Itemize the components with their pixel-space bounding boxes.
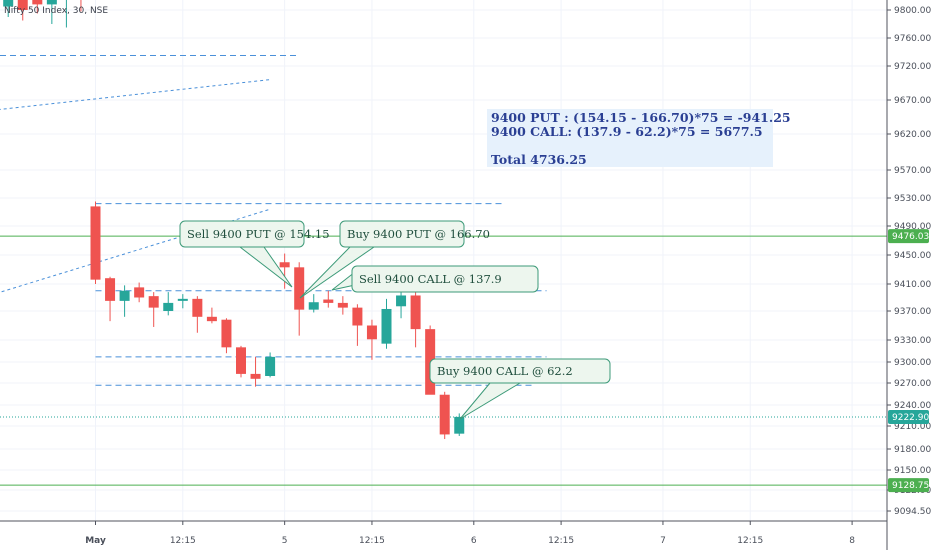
candle-body[interactable] [221,319,232,348]
time-tick-label: 8 [849,536,855,546]
candle-body[interactable] [90,206,101,280]
candle-body[interactable] [439,394,450,435]
candle-body[interactable] [323,299,334,303]
callout-box[interactable] [351,265,539,293]
trend-line[interactable] [0,208,271,307]
chart-title: Nifty 50 Index, 30, NSE [4,6,108,16]
time-tick-label: 6 [471,536,477,546]
price-badge[interactable] [888,478,929,493]
time-tick-label: 12:15 [737,536,763,546]
price-tick-label: 9180.00 [894,445,931,455]
pnl-note: 9400 PUT : (154.15 - 166.70)*75 = -941.2… [487,109,791,167]
candle-body[interactable] [410,295,421,330]
candle-body[interactable] [294,267,305,310]
trend-lines [0,79,271,307]
callout-tail [459,382,521,420]
price-tick-label: 9410.00 [894,280,931,290]
candle-body[interactable] [163,302,174,311]
callout-label: Buy 9400 CALL @ 62.2 [437,364,573,378]
price-tick-label: 9094.50 [894,507,931,517]
price-tick-label: 9300.00 [894,358,931,368]
price-tick-label: 9570.00 [894,166,931,176]
candle-body[interactable] [192,298,203,317]
candle-body[interactable] [134,287,145,298]
price-tick-label: 9450.00 [894,251,931,261]
note-line: Total 4736.25 [491,152,587,167]
callout-box[interactable] [429,358,611,384]
callout-tail [239,246,293,288]
candle-body[interactable] [236,347,246,374]
candle-body[interactable] [46,0,57,5]
candle-body[interactable] [17,0,28,11]
price-tick-label: 9210.00 [894,422,931,432]
candle-body[interactable] [3,0,14,7]
callouts: Sell 9400 PUT @ 154.15 Buy 9400 PUT @ 166… [179,220,611,420]
candle-body[interactable] [32,0,43,5]
price-tick-label: 9240.00 [894,401,931,411]
candle-body[interactable] [250,373,261,379]
time-tick-label: 12:15 [359,536,385,546]
price-tick-label: 9620.00 [894,130,931,140]
note-line: 9400 PUT : (154.15 - 166.70)*75 = -941.2… [491,110,791,125]
callout-box[interactable] [179,220,305,248]
price-tick-label: 9150.00 [894,466,931,476]
callout-tail [299,246,375,299]
price-axis-bg [887,0,932,550]
price-tick-label: 9270.00 [894,379,931,389]
time-tick-label: 7 [660,536,666,546]
time-tick-label: 12:15 [548,536,574,546]
price-badge-label: 9128.75 [892,481,929,491]
candle-body[interactable] [308,302,319,310]
time-tick-label: May [85,536,106,546]
candle-body[interactable] [206,316,217,322]
time-axis[interactable]: May 12:15 5 12:15 6 12:15 7 12:15 8 [85,521,855,546]
price-badge[interactable] [888,409,929,424]
candle-body[interactable] [337,302,348,308]
candle-body[interactable] [105,278,116,301]
price-tick-label: 9530.00 [894,194,931,204]
price-badge[interactable] [888,229,929,244]
candle-body[interactable] [352,307,363,326]
callout-label: Sell 9400 CALL @ 137.9 [359,272,502,286]
time-tick-label: 5 [282,536,288,546]
time-tick-label: 12:15 [170,536,196,546]
callout-box[interactable] [339,220,465,248]
grid [0,0,887,521]
callout-label: Sell 9400 PUT @ 154.15 [187,227,330,241]
candle-body[interactable] [454,416,465,434]
price-badge-label: 9476.03 [892,232,929,242]
candle-body[interactable] [119,290,130,301]
price-tick-label: 9800.00 [894,6,931,16]
candle-body[interactable] [381,308,392,344]
price-tick-label: 9490.00 [894,222,931,232]
candle-body[interactable] [265,356,276,376]
price-badge-label: 9222.90 [892,413,929,423]
dashed-levels [0,55,547,386]
trend-line[interactable] [0,79,271,115]
candle-body[interactable] [177,298,188,301]
price-tick-label: 9670.00 [894,96,931,106]
callout-tail [331,271,356,291]
candle-body[interactable] [366,325,377,340]
price-tick-label: 9330.00 [894,336,931,346]
note-line: 9400 CALL: (137.9 - 62.2)*75 = 5677.5 [491,124,763,139]
candle-body[interactable] [279,262,290,268]
candle-body[interactable] [148,296,159,308]
price-tick-label: 9720.00 [894,62,931,72]
price-tick-label: 9760.00 [894,34,931,44]
price-tick-label: 9370.00 [894,307,931,317]
callout-label: Buy 9400 PUT @ 166.70 [347,227,490,241]
price-badges: 9476.03 9128.75 9222.90 [888,229,929,493]
note-box[interactable] [487,109,773,167]
candle-body[interactable] [396,295,407,307]
